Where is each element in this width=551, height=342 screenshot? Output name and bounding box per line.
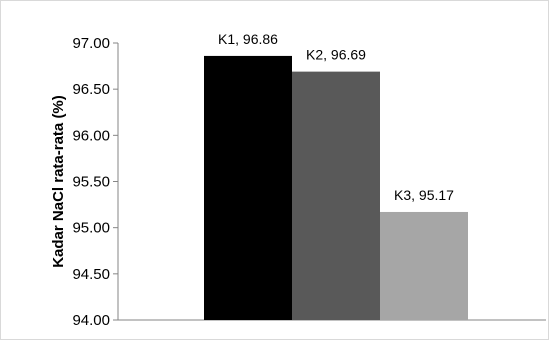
- y-tick-label: 97.00: [72, 35, 110, 52]
- y-tick-label: 96.50: [72, 81, 110, 98]
- y-tick-label: 94.00: [72, 312, 110, 329]
- bar-k1: [204, 55, 292, 320]
- data-labels: K1, 96.86 K2, 96.69 K3, 95.17: [218, 31, 454, 203]
- y-tick-label: 95.50: [72, 174, 110, 191]
- data-label-k2: K2, 96.69: [306, 47, 366, 63]
- bars: [204, 55, 468, 320]
- y-axis-ticks: 94.00 94.50 95.00 95.50 96.00 96.50 97.00: [72, 35, 118, 329]
- y-tick-label: 95.00: [72, 220, 110, 237]
- y-tick-label: 96.00: [72, 127, 110, 144]
- bar-k3: [380, 211, 468, 320]
- data-label-k3: K3, 95.17: [394, 187, 454, 203]
- y-tick-label: 94.50: [72, 266, 110, 283]
- bar-k2: [292, 71, 380, 320]
- y-axis-title: Kadar NaCl rata-rata (%): [50, 95, 67, 268]
- data-label-k1: K1, 96.86: [218, 31, 278, 47]
